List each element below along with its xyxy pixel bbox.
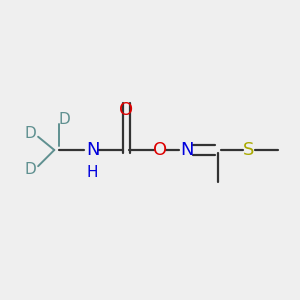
Text: H: H: [87, 165, 98, 180]
Text: D: D: [59, 112, 70, 127]
Text: O: O: [153, 141, 167, 159]
Text: N: N: [180, 141, 194, 159]
Text: D: D: [25, 126, 37, 141]
Text: D: D: [25, 162, 37, 177]
Text: O: O: [119, 101, 134, 119]
Text: N: N: [86, 141, 99, 159]
Text: S: S: [243, 141, 254, 159]
